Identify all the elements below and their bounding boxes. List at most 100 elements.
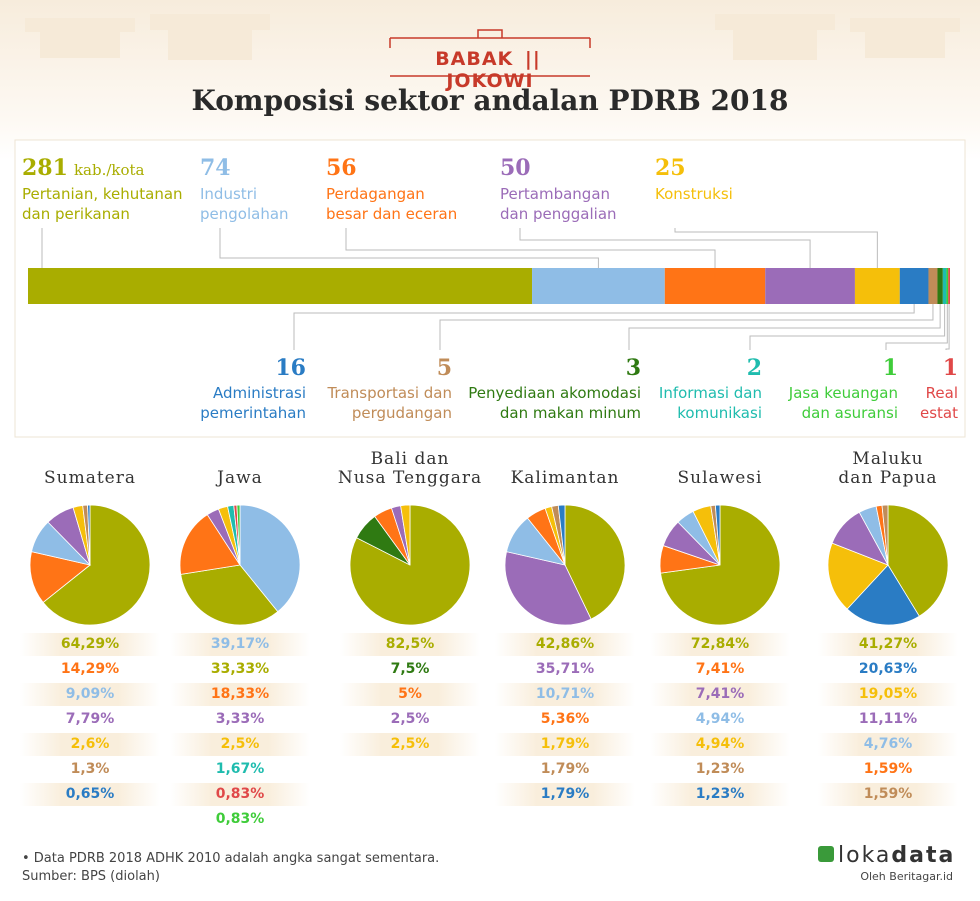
- pie-slice: [179, 514, 241, 575]
- pie-value-label: 4,94%: [650, 733, 790, 756]
- sector-name: Pertanian, kehutanan dan perikanan: [22, 185, 183, 223]
- pie-value-label: 72,84%: [650, 633, 790, 656]
- pie-value-label: 42,86%: [495, 633, 635, 656]
- pie-value-label: 7,41%: [695, 661, 745, 677]
- note: • Data PDRB 2018 ADHK 2010 adalah angka …: [22, 851, 440, 866]
- sector-value: 1: [942, 355, 958, 381]
- bar-segment: [899, 268, 929, 304]
- pie-value-label: 3,33%: [215, 711, 265, 727]
- sector-name: Informasi dan komunikasi: [658, 384, 762, 422]
- pie-value-label: 1,79%: [495, 733, 635, 756]
- pie-value-label: 39,17%: [170, 633, 310, 656]
- pie-slice: [236, 504, 241, 566]
- pie-slice: [504, 551, 592, 626]
- pie-value-label: 11,11%: [858, 711, 918, 727]
- brand: BABAK || JOKOWI: [435, 48, 541, 92]
- pie-slice: [714, 504, 721, 566]
- pie-value-label: 2,5%: [340, 733, 480, 756]
- sector-value: 281 kab./kota: [22, 155, 144, 181]
- connector: [293, 304, 915, 350]
- connector: [674, 228, 878, 268]
- pie-value-label: 14,29%: [60, 661, 120, 677]
- pie-value-label: 0,83%: [170, 783, 310, 806]
- pie-title: Maluku dan Papua: [838, 449, 938, 488]
- logo-b: data: [891, 843, 956, 868]
- pie-value-label: 7,41%: [650, 683, 790, 706]
- pie-value-label: 1,59%: [818, 783, 958, 806]
- bar-segment: [946, 268, 949, 304]
- sector-value: 56: [326, 155, 357, 181]
- sector-name: Transportasi dan pergudangan: [327, 384, 452, 422]
- bar-segment: [948, 268, 950, 304]
- sector-value: 25: [655, 155, 686, 181]
- sector-value-number: 50: [500, 155, 531, 181]
- bar-segment: [765, 268, 855, 304]
- decor-columns: [25, 14, 960, 60]
- connector: [885, 304, 948, 350]
- pie-value-label: 1,23%: [695, 761, 745, 777]
- brand-left: BABAK: [435, 48, 514, 70]
- pie-value-label: 82,5%: [340, 633, 480, 656]
- bar-segment: [942, 268, 947, 304]
- pie-value-label: 4,76%: [818, 733, 958, 756]
- pie-value-label: 0,65%: [20, 783, 160, 806]
- title: Komposisi sektor andalan PDRB 2018: [191, 84, 789, 117]
- pie-slice: [42, 504, 151, 626]
- sector-name: Penyediaan akomodasi dan makan minum: [468, 384, 641, 422]
- sector-name: Industri pengolahan: [200, 185, 289, 223]
- sector-name: Jasa keuangan dan asuransi: [788, 384, 898, 422]
- pie-value-label: 1,79%: [540, 761, 590, 777]
- sector-value: 2: [746, 355, 762, 381]
- pie-title: Kalimantan: [510, 468, 620, 488]
- bar-segment: [28, 268, 533, 304]
- sector-value-number: 74: [200, 155, 231, 181]
- pie-value-label: 2,5%: [390, 711, 430, 727]
- sector-name: Perdagangan besar dan eceran: [326, 185, 458, 223]
- pie-title: Jawa: [217, 468, 263, 488]
- connector: [749, 304, 946, 350]
- pie-slice: [846, 564, 920, 626]
- pie-slice: [557, 504, 566, 566]
- sector-value-number: 281: [22, 155, 68, 181]
- pie-value-label: 9,09%: [20, 683, 160, 706]
- pie-value-label: 1,67%: [215, 761, 265, 777]
- pie-value-label: 5,36%: [540, 711, 590, 727]
- logo: lokadata: [818, 843, 955, 868]
- connector: [345, 228, 716, 268]
- pie-slice: [87, 504, 91, 566]
- pie-value-label: 4,94%: [695, 711, 745, 727]
- pie-slice: [887, 504, 949, 617]
- sector-name: Real estat: [920, 384, 958, 422]
- pie-slice: [400, 504, 411, 566]
- sector-value: 16: [275, 355, 306, 381]
- pie-slice: [827, 542, 889, 610]
- connector: [628, 304, 941, 350]
- pie-value-label: 19,05%: [818, 683, 958, 706]
- pie-value-label: 20,63%: [858, 661, 918, 677]
- pie-value-label: 1,23%: [650, 783, 790, 806]
- bar-segment: [854, 268, 900, 304]
- source: Sumber: BPS (diolah): [22, 869, 160, 884]
- connector: [219, 228, 599, 268]
- pie-value-label: 64,29%: [20, 633, 160, 656]
- pie-value-label: 2,6%: [20, 733, 160, 756]
- sector-value: 50: [500, 155, 531, 181]
- bar-segment: [928, 268, 938, 304]
- sector-value: 3: [625, 355, 641, 381]
- pie-value-label: 41,27%: [818, 633, 958, 656]
- pie-slice: [881, 504, 889, 566]
- bar-segment: [937, 268, 943, 304]
- pie-value-label: 33,33%: [210, 661, 270, 677]
- pie-value-label: 1,59%: [863, 761, 913, 777]
- sector-value: 5: [436, 355, 452, 381]
- bar-segment: [532, 268, 665, 304]
- sector-value: 74: [200, 155, 231, 181]
- pie-value-label: 7,5%: [390, 661, 430, 677]
- unit-label: kab./kota: [73, 161, 145, 179]
- connector: [945, 304, 950, 350]
- logo-sub: Oleh Beritagar.id: [860, 870, 953, 883]
- pie-slice: [564, 504, 626, 620]
- pie-title: Sulawesi: [677, 468, 763, 488]
